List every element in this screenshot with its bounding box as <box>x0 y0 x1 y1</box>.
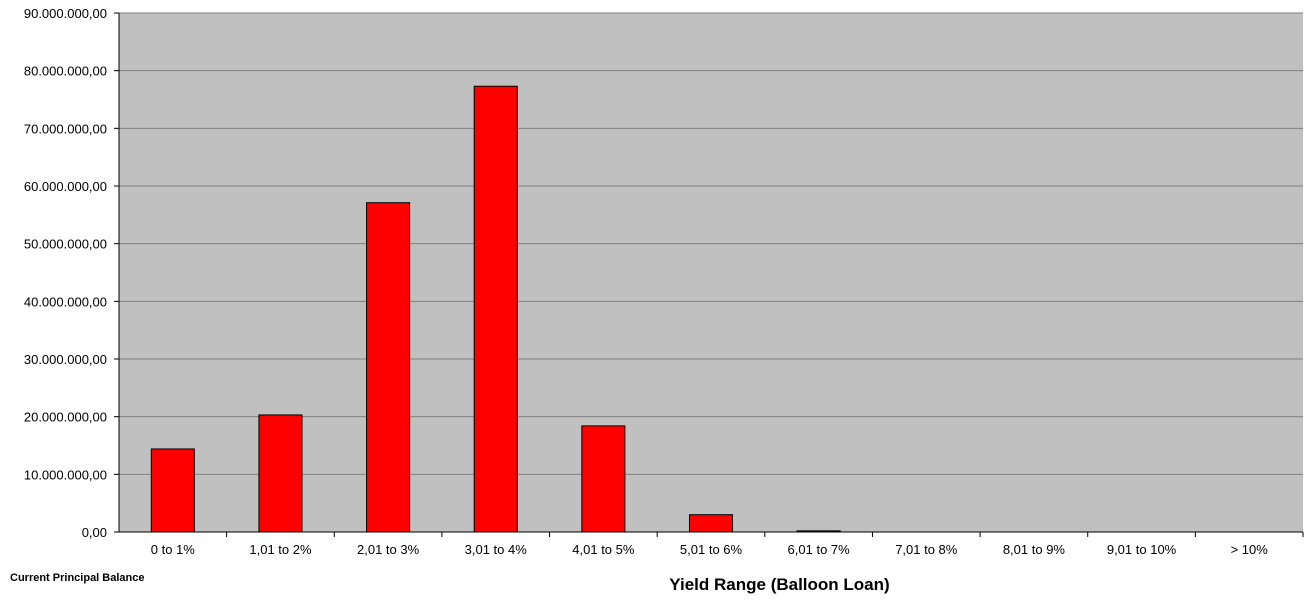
x-tick-label: 4,01 to 5% <box>572 542 635 557</box>
bars <box>150 85 841 533</box>
bar <box>473 85 518 533</box>
x-tick-label: 3,01 to 4% <box>465 542 528 557</box>
bar <box>688 514 734 533</box>
x-tick-label: 2,01 to 3% <box>357 542 420 557</box>
y-tick-labels: 0,00 10.000.000,00 20.000.000,00 30.000.000… <box>24 6 119 540</box>
y-tick-label: 60.000.000,00 <box>24 179 107 194</box>
y-tick-label: 30.000.000,00 <box>24 352 107 367</box>
x-tick-label: 9,01 to 10% <box>1107 542 1177 557</box>
x-tick-label: 5,01 to 6% <box>680 542 743 557</box>
bar <box>581 425 626 533</box>
gridlines <box>119 12 1303 475</box>
y-tick-label: 10.000.000,00 <box>24 467 107 482</box>
x-tick-labels: 0 to 1% 1,01 to 2% 2,01 to 3% 3,01 to 4% 4,0… <box>151 532 1304 557</box>
bar <box>366 202 411 533</box>
y-tick-label: 90.000.000,00 <box>24 6 107 21</box>
y-tick-label: 20.000.000,00 <box>24 410 107 425</box>
y-tick-label: 80.000.000,00 <box>24 64 107 79</box>
x-tick-label: 0 to 1% <box>151 542 196 557</box>
bar <box>258 414 303 533</box>
y-tick-label: 40.000.000,00 <box>24 294 107 309</box>
plot-area <box>119 13 1303 532</box>
x-tick-label: 1,01 to 2% <box>249 542 312 557</box>
y-tick-label: 70.000.000,00 <box>24 121 107 136</box>
y-tick-label: 0,00 <box>82 525 107 540</box>
x-tick-label: 6,01 to 7% <box>788 542 851 557</box>
x-tick-label: 8,01 to 9% <box>1003 542 1066 557</box>
x-tick-label: > 10% <box>1231 542 1269 557</box>
y-axis-title: Current Principal Balance <box>10 572 145 584</box>
x-axis-title: Yield Range (Balloon Loan) <box>669 575 890 594</box>
bar <box>150 448 195 533</box>
y-tick-label: 50.000.000,00 <box>24 237 107 252</box>
x-tick-label: 7,01 to 8% <box>895 542 958 557</box>
